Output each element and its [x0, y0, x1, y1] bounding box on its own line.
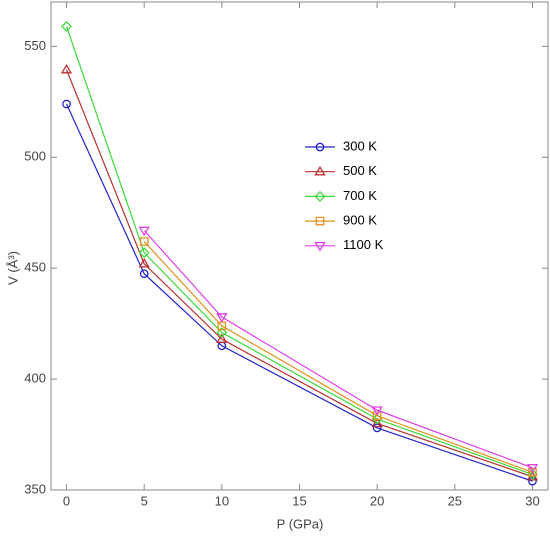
marker	[526, 464, 539, 474]
legend-label: 300 K	[343, 138, 377, 153]
marker	[61, 20, 72, 32]
x-tick-label: 0	[63, 493, 70, 508]
marker	[314, 242, 326, 252]
y-axis-label: V (Å³)	[5, 251, 20, 285]
legend-label: 500 K	[343, 163, 377, 178]
y-tick-label: 350	[24, 481, 46, 496]
series-line	[65, 103, 533, 482]
marker	[528, 467, 537, 477]
x-axis-label: P (GPa)	[277, 516, 324, 531]
legend-label: 700 K	[343, 188, 377, 203]
x-tick-label: 15	[292, 493, 306, 508]
y-tick-label: 550	[24, 38, 46, 53]
y-tick-label: 500	[24, 149, 46, 164]
marker	[138, 247, 150, 259]
series-line	[65, 69, 533, 478]
marker	[138, 226, 150, 237]
legend-label: 900 K	[343, 213, 377, 228]
plot-frame	[50, 1, 549, 491]
marker	[217, 321, 227, 331]
marker	[371, 406, 383, 416]
x-tick-label: 30	[525, 493, 539, 508]
marker	[216, 327, 228, 338]
marker	[314, 165, 326, 176]
marker	[314, 190, 326, 202]
marker	[216, 333, 228, 343]
marker	[139, 237, 149, 246]
series-line	[65, 26, 533, 476]
marker	[527, 469, 538, 480]
series-line	[143, 230, 533, 469]
marker	[528, 476, 537, 486]
marker	[138, 257, 150, 268]
marker	[315, 216, 325, 226]
y-tick-label: 450	[24, 260, 46, 275]
marker	[315, 142, 325, 152]
x-tick-label: 5	[141, 493, 148, 508]
marker	[216, 313, 228, 323]
marker	[139, 269, 149, 279]
series-line	[143, 241, 533, 473]
y-tick-label: 400	[24, 371, 46, 386]
x-tick-label: 10	[215, 493, 229, 508]
x-tick-label: 20	[370, 493, 384, 508]
marker	[371, 417, 383, 428]
legend-label: 1100 K	[343, 237, 384, 252]
x-tick-label: 25	[448, 493, 462, 508]
marker	[371, 413, 383, 425]
marker	[60, 63, 73, 74]
marker	[62, 99, 71, 109]
